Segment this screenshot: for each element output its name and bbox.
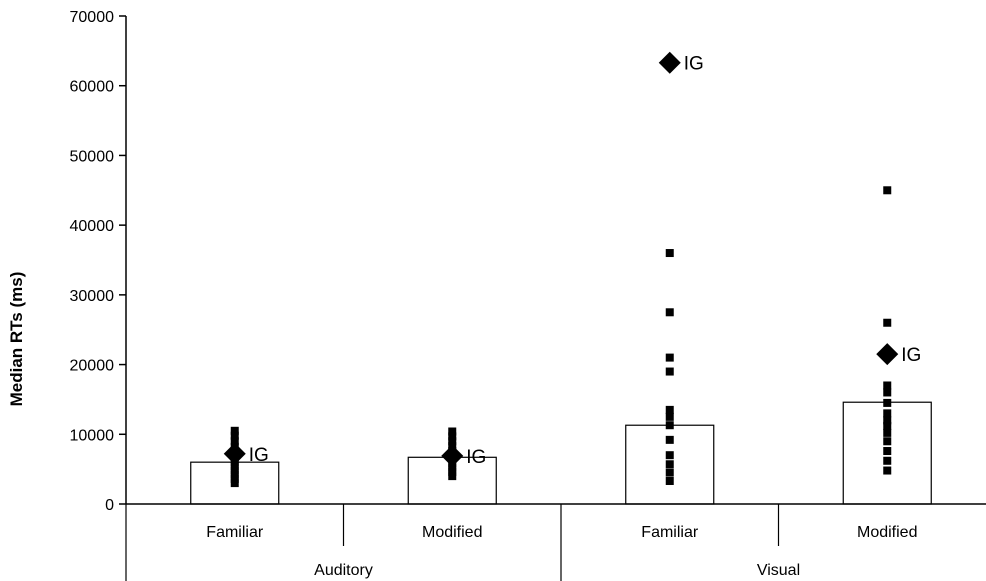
data-point — [883, 388, 892, 397]
ig-marker — [658, 51, 681, 74]
data-point — [665, 468, 674, 477]
y-tick-label: 0 — [105, 497, 114, 514]
ig-label: IG — [466, 447, 486, 468]
bars — [190, 401, 932, 505]
x-category-label: Modified — [857, 524, 917, 541]
ig-label: IG — [249, 445, 269, 466]
data-point — [665, 308, 674, 317]
y-tick-label: 50000 — [70, 148, 115, 165]
data-point — [665, 249, 674, 258]
data-point — [665, 405, 674, 414]
ig-marker — [223, 442, 246, 465]
data-point — [883, 381, 892, 390]
data-point — [665, 367, 674, 376]
y-axis: 0 10000 20000 30000 40000 50000 60000 70000 — [70, 9, 127, 514]
y-axis-title: Median RTs (ms) — [7, 272, 26, 407]
data-point — [230, 437, 239, 446]
data-point — [665, 476, 674, 485]
ig-markers: IG IG IG IG — [223, 51, 921, 468]
data-point — [230, 474, 239, 483]
data-point — [448, 432, 457, 441]
x-axis: Familiar Modified Familiar Modified Auditory… — [125, 503, 986, 581]
y-tick-label: 30000 — [70, 288, 115, 305]
data-point — [665, 353, 674, 362]
data-point — [665, 421, 674, 430]
data-point — [883, 456, 892, 465]
data-point — [883, 466, 892, 475]
data-point — [448, 467, 457, 476]
y-tick-label: 70000 — [70, 9, 115, 26]
x-group-label: Visual — [757, 562, 800, 579]
x-group-label: Auditory — [314, 562, 373, 579]
data-point — [883, 409, 892, 418]
data-point — [230, 466, 239, 475]
data-point — [883, 421, 892, 430]
data-point — [883, 428, 892, 437]
data-point — [448, 437, 457, 446]
data-point — [883, 398, 892, 407]
data-point — [665, 435, 674, 444]
x-category-label: Familiar — [206, 524, 264, 541]
y-tick-label: 20000 — [70, 358, 115, 375]
data-point — [665, 412, 674, 421]
y-tick-label: 10000 — [70, 427, 115, 444]
x-category-label: Modified — [422, 524, 482, 541]
ig-marker — [441, 444, 464, 467]
data-point — [883, 186, 892, 195]
data-point — [230, 470, 239, 479]
data-point — [883, 437, 892, 446]
data-point — [665, 460, 674, 469]
data-point — [230, 479, 239, 488]
data-point — [883, 447, 892, 456]
data-point — [448, 427, 457, 436]
data-point — [883, 416, 892, 425]
data-point — [883, 318, 892, 327]
data-point — [230, 426, 239, 435]
ig-label: IG — [901, 345, 921, 366]
y-tick-label: 40000 — [70, 218, 115, 235]
data-point — [448, 463, 457, 472]
y-tick-label: 60000 — [70, 79, 115, 96]
ig-label: IG — [684, 54, 704, 75]
x-category-label: Familiar — [641, 524, 699, 541]
data-point — [230, 431, 239, 440]
data-point — [230, 462, 239, 471]
individual-points — [230, 186, 892, 488]
data-point — [448, 472, 457, 481]
ig-marker — [876, 343, 899, 366]
data-point — [665, 451, 674, 460]
